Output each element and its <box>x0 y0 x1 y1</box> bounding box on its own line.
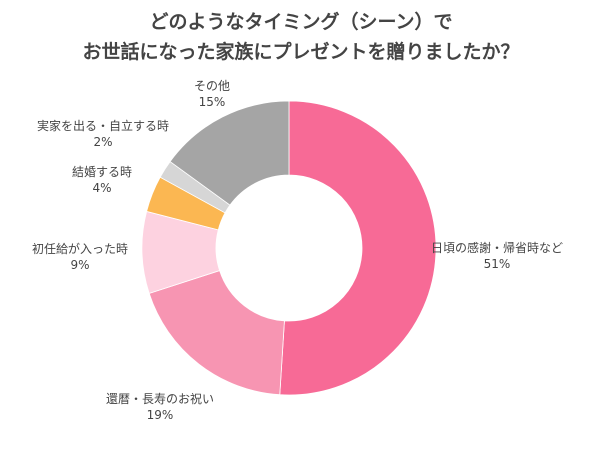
slice-label-4: 実家を出る・自立する時 2% <box>36 119 170 149</box>
donut-slice-5 <box>169 100 290 206</box>
slice-label-5: その他 15% <box>193 79 231 109</box>
chart-title-line-2: お世話になった家族にプレゼントを贈りましたか？ <box>82 41 520 63</box>
chart-title-line-1: どのようなタイミング（シーン）で <box>149 11 453 33</box>
slice-label-0: 日頃の感謝・帰省時など 51% <box>430 241 564 271</box>
slice-label-1: 還暦・長寿のお祝い 19% <box>105 392 215 422</box>
donut-slice-0 <box>279 100 437 396</box>
slice-label-3: 結婚する時 4% <box>71 165 133 195</box>
donut-slice-1 <box>148 270 285 396</box>
slice-label-2: 初任給が入った時 9% <box>31 242 129 272</box>
